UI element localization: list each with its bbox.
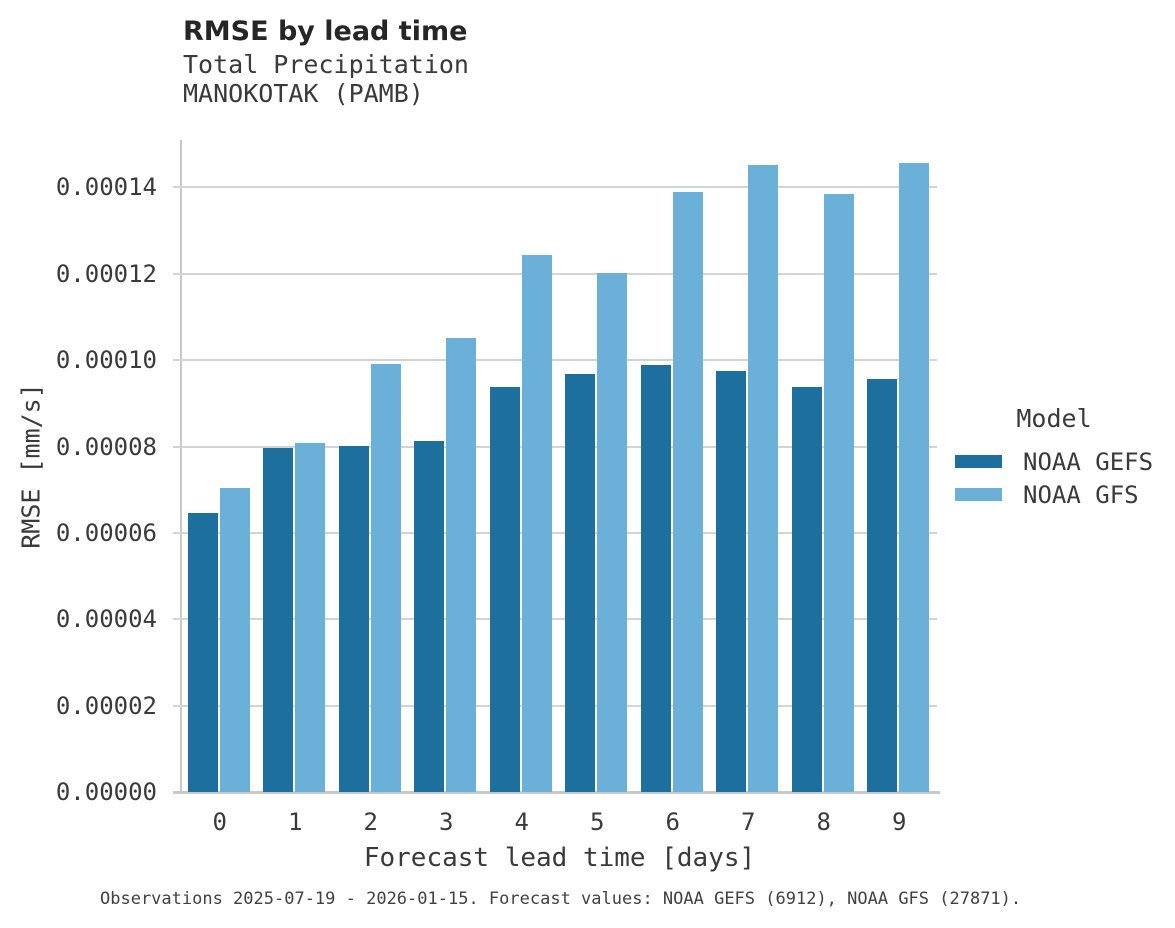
gridline xyxy=(173,531,937,534)
y-tick-label: 0.00002 xyxy=(55,691,157,720)
plot-area xyxy=(173,140,937,792)
y-tick-label: 0.00006 xyxy=(55,518,157,547)
legend-swatch-noaa-gfs xyxy=(955,488,1002,501)
x-tick-label: 9 xyxy=(892,808,907,836)
bar-noaa-gfs-day-8 xyxy=(823,193,854,792)
chart-title: RMSE by lead time xyxy=(183,16,468,47)
x-tick-label: 6 xyxy=(665,808,680,836)
gridline xyxy=(173,704,937,707)
bar-noaa-gfs-day-5 xyxy=(597,272,627,792)
gridline xyxy=(173,618,937,621)
y-tick-label: 0.00000 xyxy=(55,778,157,806)
bar-noaa-gefs-day-1 xyxy=(263,448,293,792)
x-tick-label: 7 xyxy=(741,808,756,836)
x-axis-line xyxy=(173,791,940,794)
y-tick-label: 0.00008 xyxy=(55,432,157,461)
bar-noaa-gfs-day-2 xyxy=(370,364,401,792)
x-axis-tick-labels: 0 1 2 3 4 5 6 7 8 9 xyxy=(182,808,937,838)
bar-noaa-gfs-day-7 xyxy=(748,165,778,792)
x-tick-label: 1 xyxy=(288,808,303,836)
x-tick-label: 4 xyxy=(514,808,529,836)
legend-item-noaa-gefs: NOAA GEFS xyxy=(955,445,1165,478)
bar-noaa-gfs-day-4 xyxy=(521,254,552,792)
bar-noaa-gefs-day-6 xyxy=(640,364,671,792)
x-tick-label: 5 xyxy=(590,808,605,836)
gridline xyxy=(173,445,937,448)
x-tick-label: 2 xyxy=(363,808,378,836)
bar-noaa-gefs-day-3 xyxy=(414,440,444,792)
bar-noaa-gefs-day-7 xyxy=(716,370,746,792)
y-axis-spine xyxy=(180,140,182,792)
bar-noaa-gfs-day-0 xyxy=(219,488,250,792)
x-tick-label: 8 xyxy=(816,808,831,836)
x-tick-label: 0 xyxy=(212,808,227,836)
legend: Model NOAA GEFS NOAA GFS xyxy=(955,404,1165,511)
bar-noaa-gfs-day-3 xyxy=(446,338,476,792)
y-tick-label: 0.00010 xyxy=(55,346,157,375)
bar-noaa-gfs-day-1 xyxy=(295,442,325,792)
bar-noaa-gefs-day-0 xyxy=(187,512,218,792)
bar-noaa-gfs-day-6 xyxy=(672,192,703,792)
bar-noaa-gfs-day-9 xyxy=(899,163,929,792)
y-tick-label: 0.00012 xyxy=(55,259,157,288)
bar-noaa-gefs-day-4 xyxy=(489,386,520,792)
legend-title: Model xyxy=(1016,404,1092,433)
caption-observations: Observations 2025-07-19 - 2026-01-15. Fo… xyxy=(100,889,1022,909)
y-axis-tick-labels: 0.00000 0.00002 0.00004 0.00006 0.00008 0.000… xyxy=(0,140,157,806)
legend-label-noaa-gefs: NOAA GEFS xyxy=(1023,447,1154,476)
x-axis-title: Forecast lead time [days] xyxy=(363,843,756,873)
gridline xyxy=(173,272,937,275)
legend-label-noaa-gfs: NOAA GFS xyxy=(1023,480,1139,509)
y-tick-label: 0.00014 xyxy=(55,173,157,202)
legend-item-noaa-gfs: NOAA GFS xyxy=(955,478,1165,511)
bar-noaa-gefs-day-5 xyxy=(565,374,595,792)
bar-noaa-gefs-day-2 xyxy=(338,446,369,792)
bar-noaa-gefs-day-9 xyxy=(867,378,897,792)
gridline xyxy=(173,186,937,189)
bar-noaa-gefs-day-8 xyxy=(791,386,822,792)
y-tick-label: 0.00004 xyxy=(55,605,157,634)
chart-subtitle-station: MANOKOTAK (PAMB) xyxy=(183,79,424,108)
chart-subtitle-variable: Total Precipitation xyxy=(183,50,469,79)
legend-swatch-noaa-gefs xyxy=(955,455,1002,468)
gridline xyxy=(173,359,937,362)
x-tick-label: 3 xyxy=(439,808,454,836)
